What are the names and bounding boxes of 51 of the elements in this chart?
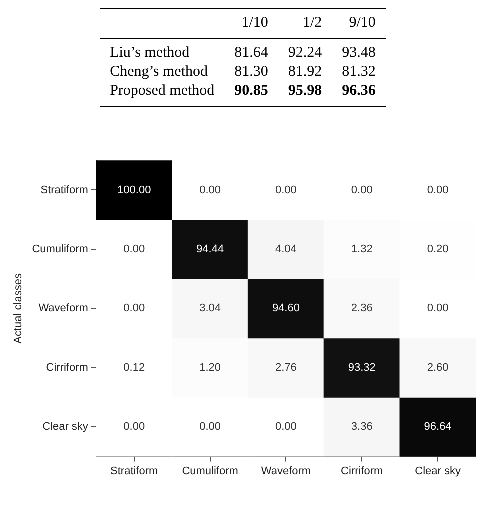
data-label: 0.00 — [276, 184, 297, 196]
category-label: 9/10 — [348, 14, 377, 33]
data-label: 96.36 — [341, 82, 377, 101]
data-label: 81.30 — [234, 63, 270, 82]
data-label: 0.00 — [276, 421, 297, 434]
category-label: 1/2 — [302, 14, 324, 33]
text: Proposed method — [109, 82, 216, 101]
data-label: 94.60 — [272, 302, 300, 315]
x-tick-label: Stratiform — [110, 465, 158, 478]
data-label: 94.44 — [196, 243, 224, 256]
data-label: 0.00 — [427, 184, 449, 196]
x-tick-label: Waveform — [261, 465, 312, 478]
y-tick-label: Cirriform — [46, 362, 88, 374]
data-label: 100.00 — [118, 184, 152, 196]
data-label: 0.00 — [427, 302, 449, 315]
data-label: 3.36 — [351, 421, 373, 434]
data-label: 0.00 — [200, 421, 222, 434]
data-label: 81.64 — [234, 44, 270, 63]
data-label: 0.12 — [124, 362, 146, 374]
y-tick-label: Waveform — [38, 302, 88, 315]
data-label: 2.60 — [427, 362, 449, 374]
data-label: 1.32 — [351, 243, 373, 256]
category-label: 1/10 — [240, 14, 270, 33]
data-label: 0.00 — [124, 421, 146, 434]
data-label: 3.04 — [200, 302, 222, 315]
x-tick-label: Cirriform — [341, 465, 384, 478]
data-label: 0.20 — [427, 243, 449, 256]
text: Cheng’s method — [109, 63, 209, 82]
data-label: 96.64 — [424, 421, 452, 434]
data-label: 4.04 — [276, 243, 297, 256]
y-axis-title: Actual classes — [12, 273, 25, 344]
x-tick-label: Clear sky — [415, 465, 462, 478]
data-label: 0.00 — [124, 243, 146, 256]
text: Liu’s method — [109, 44, 191, 63]
data-label: 0.00 — [351, 184, 373, 196]
data-label: 2.36 — [351, 302, 373, 315]
data-label: 81.32 — [341, 63, 377, 82]
data-label: 0.00 — [124, 302, 146, 315]
data-label: 90.85 — [234, 82, 270, 101]
y-tick-label: Clear sky — [42, 421, 89, 434]
data-label: 92.24 — [287, 44, 324, 63]
data-label: 2.76 — [276, 362, 297, 374]
y-tick-label: Cumuliform — [32, 243, 88, 256]
data-label: 93.48 — [341, 44, 377, 63]
data-label: 81.92 — [287, 63, 324, 82]
data-label: 93.32 — [348, 362, 376, 374]
x-tick-label: Cumuliform — [182, 465, 238, 478]
data-label: 95.98 — [287, 82, 324, 101]
data-label: 0.00 — [200, 184, 222, 196]
y-tick-label: Stratiform — [40, 184, 88, 196]
data-label: 1.20 — [200, 362, 222, 374]
